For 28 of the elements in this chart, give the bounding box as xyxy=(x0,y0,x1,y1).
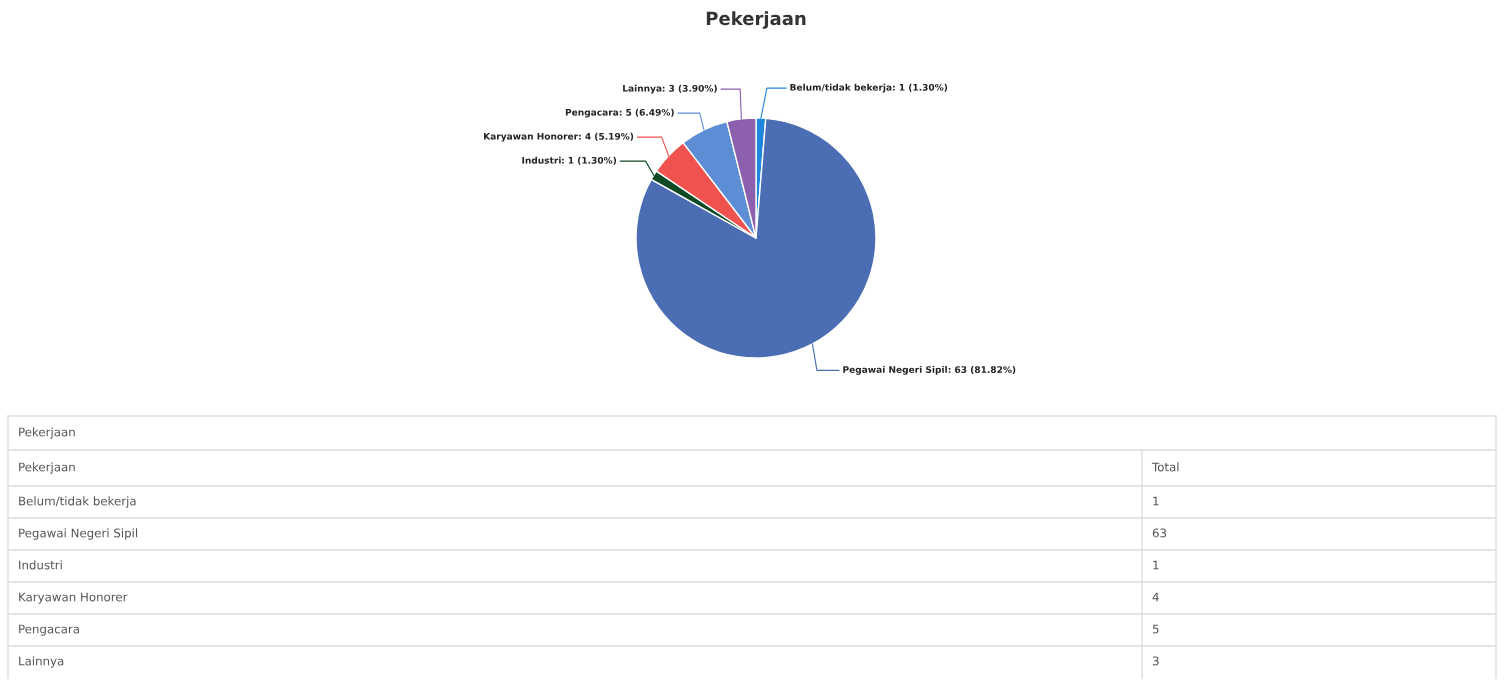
slice-label: Pegawai Negeri Sipil xyxy=(843,365,947,375)
text: Belum/tidak bekerja xyxy=(19,496,136,508)
text: 3 xyxy=(1152,656,1159,666)
text: Industri xyxy=(19,560,62,570)
slice-label: Belum/tidak bekerja xyxy=(790,83,892,93)
data-label: : 4 (5.19%) xyxy=(579,132,634,141)
text: Pekerjaan xyxy=(19,462,75,474)
chart-title: Pekerjaan xyxy=(706,11,806,29)
text: Pegawai Negeri Sipil xyxy=(19,528,138,540)
slice-label: Pengacara xyxy=(565,108,619,118)
slice-label: Karyawan Honorer xyxy=(484,132,579,142)
text: 4 xyxy=(1152,592,1159,602)
text: Lainnya xyxy=(19,656,64,668)
data-label: : 1 (1.30%) xyxy=(893,83,948,92)
text: Total xyxy=(1151,462,1179,472)
text: 63 xyxy=(1152,528,1167,538)
text: 5 xyxy=(1152,624,1159,634)
text: Pekerjaan xyxy=(19,427,75,439)
data-label: : 5 (6.49%) xyxy=(619,108,674,117)
data-label: : 1 (1.30%) xyxy=(562,156,617,165)
text: Pengacara xyxy=(19,624,79,636)
slice-label: Lainnya xyxy=(623,84,662,94)
data-label: : 3 (3.90%) xyxy=(662,84,717,93)
text: Karyawan Honorer xyxy=(19,592,128,604)
slice-label: Industri xyxy=(522,156,561,164)
text: 1 xyxy=(1153,496,1159,506)
data-label: : 63 (81.82%) xyxy=(948,366,1016,375)
text: 1 xyxy=(1153,560,1159,570)
